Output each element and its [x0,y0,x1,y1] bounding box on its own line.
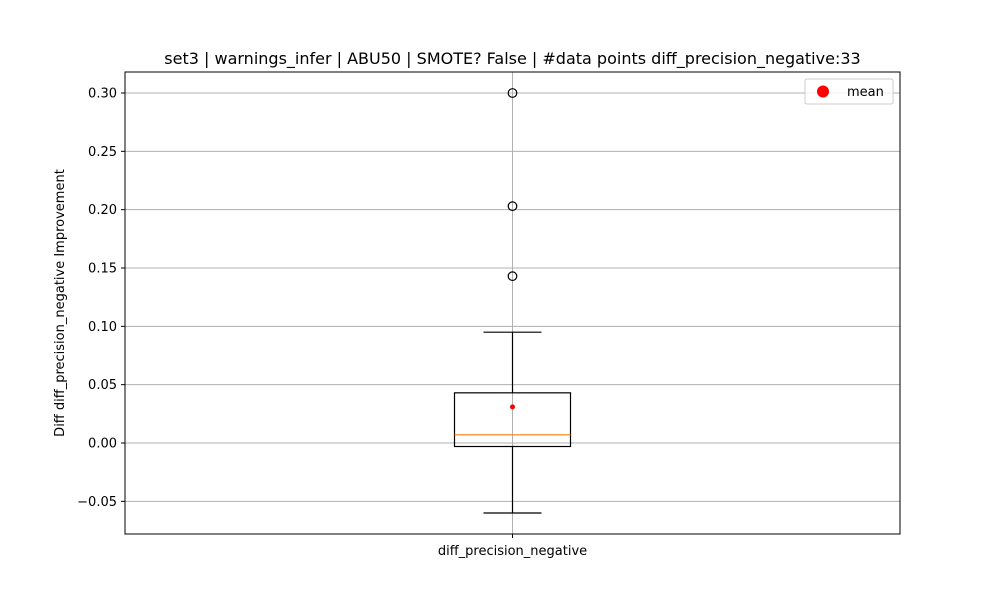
outlier-point [507,271,518,282]
y-axis-label: Diff diff_precision_negative Improvement [53,169,68,437]
y-tick-label: 0.30 [88,87,117,102]
y-axis-ticks: −0.05 0.00 0.05 0.10 0.15 0.20 0.25 0.30 [77,87,125,510]
outlier-point [507,201,518,212]
y-tick-label: −0.05 [77,495,117,510]
mean-marker [510,404,515,410]
iqr-box [453,392,572,448]
box-plot [453,88,572,514]
outlier-point [507,88,518,98]
legend: mean [804,78,894,105]
y-tick-label: 0.10 [88,320,117,335]
y-tick-label: 0.25 [88,145,117,160]
legend-mean-label: mean [847,85,884,100]
y-tick-label: 0.20 [88,203,117,218]
y-tick-label: 0.00 [88,437,117,452]
x-axis-ticks: diff_precision_negative [438,534,587,559]
legend-mean-marker [817,85,829,98]
y-tick-label: 0.15 [88,262,117,277]
y-tick-label: 0.05 [88,378,117,393]
x-tick-label: diff_precision_negative [438,544,587,559]
chart-title: set3 | warnings_infer | ABU50 | SMOTE? F… [164,49,860,69]
legend-box [804,78,894,105]
